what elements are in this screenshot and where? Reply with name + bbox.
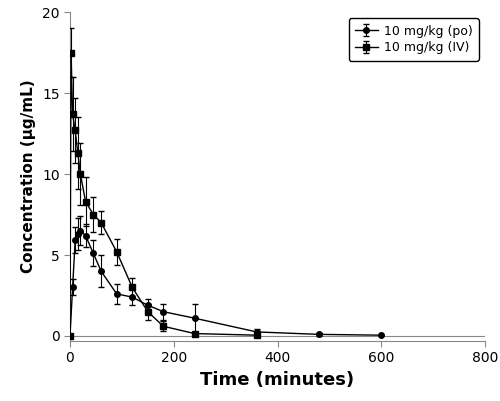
Legend: 10 mg/kg (po), 10 mg/kg (IV): 10 mg/kg (po), 10 mg/kg (IV) <box>349 18 479 61</box>
Y-axis label: Concentration (μg/mL): Concentration (μg/mL) <box>22 80 36 273</box>
X-axis label: Time (minutes): Time (minutes) <box>200 371 354 389</box>
